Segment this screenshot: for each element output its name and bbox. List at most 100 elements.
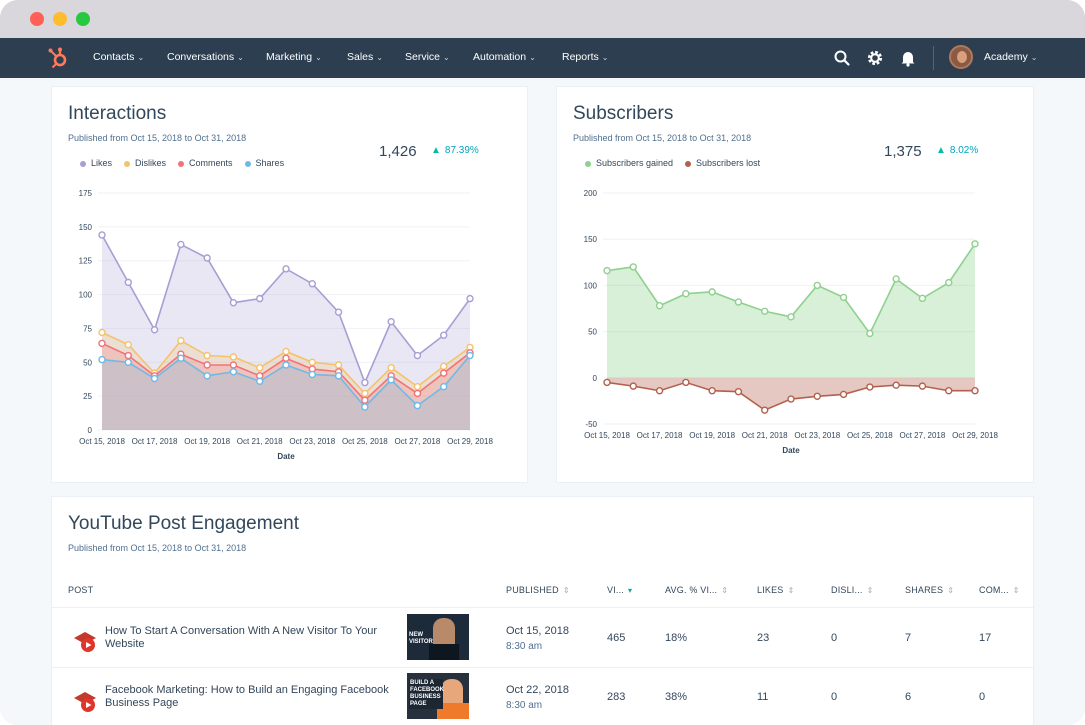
data-point <box>150 326 159 334</box>
legend-dot <box>585 160 591 167</box>
nav-item-sales[interactable]: Sales ⌄ <box>347 51 383 63</box>
youtube-post-icon <box>74 632 96 652</box>
nav-item-marketing[interactable]: Marketing ⌄ <box>266 51 322 63</box>
data-point <box>971 387 979 395</box>
column-header-views[interactable]: VI... ▾ <box>607 585 633 595</box>
data-point <box>629 382 637 390</box>
column-header-published[interactable]: PUBLISHED ⇕ <box>506 585 570 595</box>
legend-item-subscribers-gained[interactable]: Subscribers gained <box>585 158 673 168</box>
data-point <box>839 293 848 302</box>
data-point <box>892 381 900 389</box>
data-point <box>629 263 637 271</box>
post-title-link[interactable]: How To Start A Conversation With A New V… <box>105 625 378 650</box>
column-header-comments[interactable]: COM... ⇕ <box>979 585 1020 595</box>
data-point <box>655 387 664 395</box>
nav-item-automation[interactable]: Automation ⌄ <box>473 51 536 63</box>
dislikes-value: 0 <box>831 632 838 644</box>
x-tick-label: Oct 21, 2018 <box>237 437 283 446</box>
data-point <box>413 389 422 398</box>
likes-value: 23 <box>757 632 770 644</box>
post-title-link[interactable]: Facebook Marketing: How to Build an Enga… <box>105 684 389 709</box>
close-window-button[interactable] <box>30 12 44 26</box>
y-tick-label: 75 <box>83 324 92 333</box>
window-titlebar <box>0 0 1085 38</box>
column-header-shares[interactable]: SHARES ⇕ <box>905 585 955 595</box>
nav-item-label: Marketing <box>266 51 313 63</box>
column-header-dislikes[interactable]: DISLI... ⇕ <box>831 585 874 595</box>
bell-icon[interactable] <box>899 49 917 67</box>
data-point <box>361 403 369 411</box>
x-tick-label: Oct 17, 2018 <box>132 437 178 446</box>
data-point <box>918 294 927 303</box>
data-point <box>708 387 716 395</box>
data-point <box>256 294 264 303</box>
nav-item-label: Reports <box>562 51 599 63</box>
data-point <box>655 302 664 310</box>
engagement-subtitle: Published from Oct 15, 2018 to Oct 31, 2… <box>68 543 247 553</box>
sort-icon: ⇕ <box>787 586 795 595</box>
published-date: Oct 15, 2018 <box>506 625 569 637</box>
nav-item-service[interactable]: Service ⌄ <box>405 51 450 63</box>
data-point <box>945 278 953 287</box>
data-point <box>203 372 211 380</box>
data-point <box>124 340 132 349</box>
column-header-post[interactable]: POST <box>68 585 94 595</box>
video-thumbnail[interactable]: NEW VISITOR <box>407 614 469 660</box>
avg-view-value: 38% <box>665 691 688 703</box>
x-tick-label: Oct 17, 2018 <box>637 431 683 440</box>
x-tick-label: Oct 19, 2018 <box>184 437 230 446</box>
thumbnail-caption: BUILD A FACEBOOK BUSINESS PAGE <box>409 679 445 709</box>
hubspot-logo-icon[interactable] <box>46 46 70 70</box>
shares-value: 6 <box>905 691 912 703</box>
legend-item-likes[interactable]: Likes <box>80 158 112 168</box>
data-point <box>761 406 769 414</box>
data-point <box>734 387 743 396</box>
data-point <box>98 231 106 239</box>
engagement-title: YouTube Post Engagement <box>68 513 299 534</box>
account-menu[interactable]: Academy ⌄ <box>984 51 1038 63</box>
column-header-avg-view[interactable]: AVG. % VI... ⇕ <box>665 585 729 595</box>
legend-dot <box>178 160 185 167</box>
y-tick-label: 125 <box>79 257 93 266</box>
gear-icon[interactable] <box>866 49 884 67</box>
nav-item-label: Conversations <box>167 51 235 63</box>
youtube-post-icon <box>74 692 96 712</box>
data-point <box>918 382 927 390</box>
zoom-window-button[interactable] <box>76 12 90 26</box>
data-point <box>334 372 343 380</box>
legend-label: Subscribers gained <box>596 158 674 168</box>
avg-view-value: 18% <box>665 632 688 644</box>
nav-item-contacts[interactable]: Contacts ⌄ <box>93 51 144 63</box>
legend-item-dislikes[interactable]: Dislikes <box>124 158 166 168</box>
minimize-window-button[interactable] <box>53 12 67 26</box>
column-header-likes[interactable]: LIKES ⇕ <box>757 585 795 595</box>
legend-item-shares[interactable]: Shares <box>244 158 284 168</box>
data-point <box>308 370 316 379</box>
video-thumbnail[interactable]: BUILD A FACEBOOK BUSINESS PAGE <box>407 673 469 719</box>
subscribers-subtitle: Published from Oct 15, 2018 to Oct 31, 2… <box>573 133 752 143</box>
data-point <box>282 347 290 356</box>
user-avatar[interactable] <box>949 45 973 69</box>
x-axis-label: Date <box>277 452 295 461</box>
data-point <box>229 368 238 376</box>
data-point <box>229 361 238 369</box>
x-tick-label: Oct 25, 2018 <box>342 437 388 446</box>
data-point <box>440 382 448 391</box>
nav-item-reports[interactable]: Reports ⌄ <box>562 51 608 63</box>
data-point <box>177 354 185 362</box>
y-tick-label: 150 <box>584 235 598 244</box>
legend-item-comments[interactable]: Comments <box>178 158 233 168</box>
published-date: Oct 22, 2018 <box>506 684 569 696</box>
nav-item-conversations[interactable]: Conversations ⌄ <box>167 51 244 63</box>
subscribers-kpi: 1,375 <box>884 143 922 160</box>
area-subscribers-gained <box>607 243 975 378</box>
views-value: 283 <box>607 691 626 703</box>
y-tick-label: 0 <box>88 426 93 435</box>
search-icon[interactable] <box>833 49 851 67</box>
subscribers-change: ▲ 8.02% <box>936 145 979 156</box>
data-point <box>413 382 422 391</box>
x-tick-label: Oct 27, 2018 <box>395 437 441 446</box>
published-time: 8:30 am <box>506 700 543 711</box>
legend-item-subscribers-lost[interactable]: Subscribers lost <box>685 158 760 168</box>
y-tick-label: 0 <box>593 374 598 383</box>
